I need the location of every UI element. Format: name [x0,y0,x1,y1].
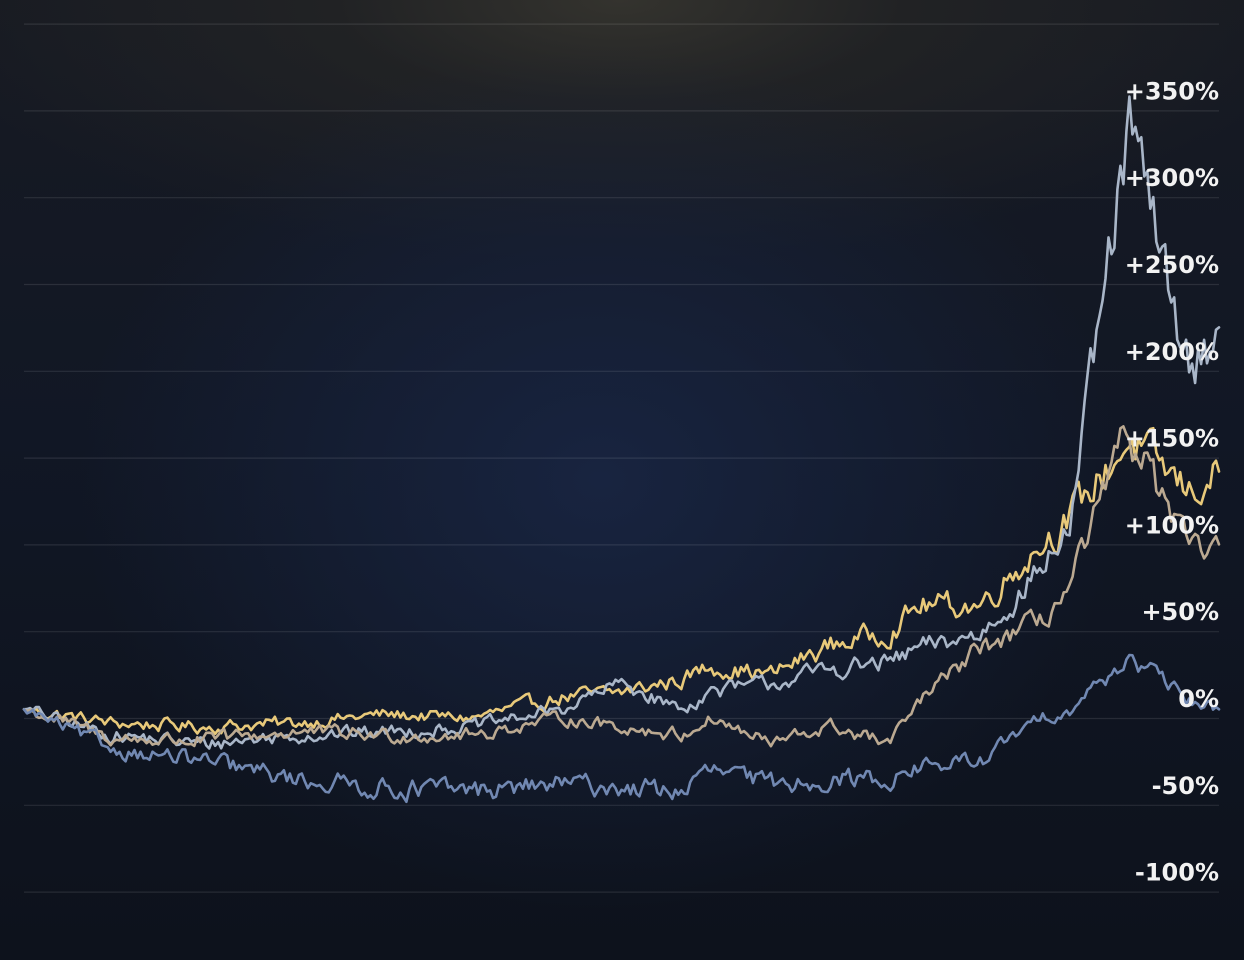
series-line-4 [22,653,1221,804]
y-tick-label: +250% [1125,251,1219,279]
y-tick-labels: +350% +300% +250% +200% +150% +100% +50% 0% -50%… [1125,77,1219,886]
y-tick-label: -50% [1152,772,1219,800]
y-tick-label: +350% [1125,77,1219,105]
grid [24,23,1219,893]
y-tick-label: +100% [1125,511,1219,539]
series-line-3 [22,425,1221,748]
series-line-1 [22,426,1221,736]
series-line-2 [22,95,1221,750]
y-tick-label: +200% [1125,338,1219,366]
y-tick-label: -100% [1135,859,1219,887]
y-tick-label: 0% [1178,685,1219,713]
y-tick-label: +300% [1125,164,1219,192]
y-tick-label: +50% [1141,598,1219,626]
series-group [22,95,1221,804]
y-tick-label: +150% [1125,425,1219,453]
